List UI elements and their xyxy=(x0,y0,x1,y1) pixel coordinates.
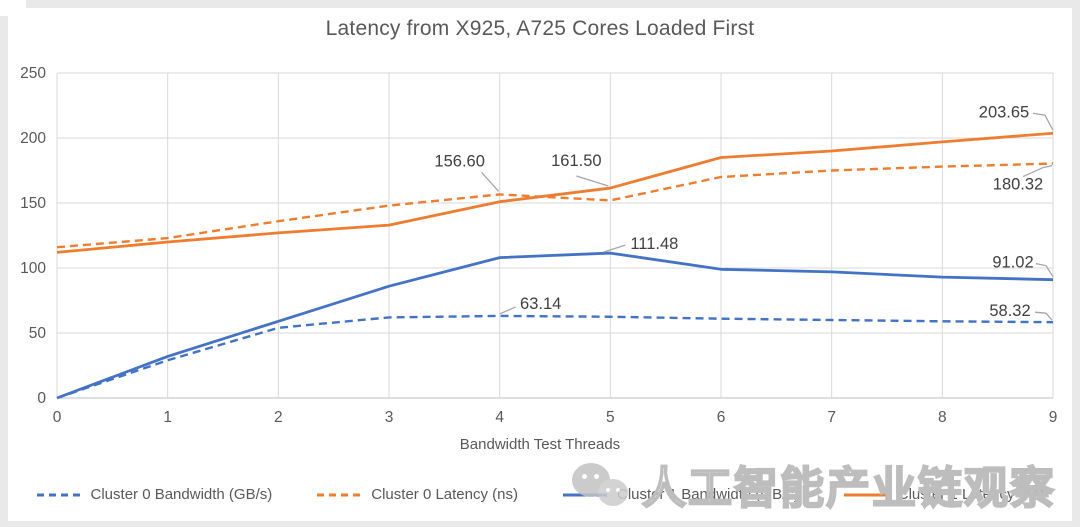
label-leader-line xyxy=(1032,112,1054,131)
chart-area: Latency from X925, A725 Cores Loaded Fir… xyxy=(8,8,1072,521)
series-line-1 xyxy=(56,162,1054,249)
x-tick-label: 4 xyxy=(495,409,504,426)
label-leader-line xyxy=(603,244,626,253)
data-label: 156.60 xyxy=(434,152,484,170)
data-label: 161.50 xyxy=(551,152,601,170)
x-tick-label: 3 xyxy=(385,409,394,426)
legend-label: Cluster 0 Bandwidth (GB/s) xyxy=(90,486,273,503)
x-tick-label: 1 xyxy=(163,409,172,426)
label-leader-line xyxy=(499,306,516,315)
chart-plot: 0 50 100 150 200 250 0 1 2 3 4 5 6 7 8 9 156.60 161.50 111… xyxy=(20,65,1058,426)
x-tick-label: 5 xyxy=(606,409,615,426)
label-leader-line xyxy=(576,175,609,187)
label-leader-line xyxy=(481,171,500,192)
legend-item-3: Cluster 1 Latency (ns) xyxy=(843,486,1045,503)
legend-label: Cluster 1 Bandwidth (GB/s) xyxy=(617,486,799,503)
solid-line-swatch xyxy=(843,493,888,496)
data-label: 111.48 xyxy=(630,235,678,253)
y-tick-label: 0 xyxy=(37,390,46,407)
chart-legend: Cluster 0 Bandwidth (GB/s) Cluster 0 Late… xyxy=(8,486,1072,503)
data-label: 63.14 xyxy=(520,295,561,313)
dashed-line-swatch xyxy=(317,493,362,496)
y-tick-label: 250 xyxy=(20,65,46,82)
x-tick-label: 6 xyxy=(717,409,726,426)
legend-item-2: Cluster 1 Bandwidth (GB/s) xyxy=(562,486,799,503)
legend-item-0: Cluster 0 Bandwidth (GB/s) xyxy=(36,486,273,503)
data-label: 58.32 xyxy=(989,302,1030,320)
chart-title: Latency from X925, A725 Cores Loaded Fir… xyxy=(325,17,755,40)
data-label: 203.65 xyxy=(979,103,1029,121)
dashed-line-swatch xyxy=(36,493,81,496)
y-tick-label: 100 xyxy=(20,260,46,277)
label-leader-line xyxy=(1022,164,1053,178)
data-label: 180.32 xyxy=(993,176,1043,194)
x-axis-title: Bandwidth Test Threads xyxy=(459,436,621,453)
corner-artifact xyxy=(0,0,26,16)
legend-item-1: Cluster 0 Latency (ns) xyxy=(316,486,518,503)
series-line-3 xyxy=(56,131,1054,254)
x-tick-label: 2 xyxy=(274,409,283,426)
label-leader-line xyxy=(1034,311,1053,321)
y-tick-label: 200 xyxy=(20,130,46,147)
series-line-0 xyxy=(56,314,1054,400)
y-tick-label: 150 xyxy=(20,195,46,212)
legend-label: Cluster 1 Latency (ns) xyxy=(897,486,1045,503)
solid-line-swatch xyxy=(563,493,607,496)
y-tick-label: 50 xyxy=(29,325,47,342)
x-tick-label: 9 xyxy=(1049,409,1058,426)
legend-label: Cluster 0 Latency (ns) xyxy=(371,486,518,503)
x-tick-label: 8 xyxy=(938,409,947,426)
series-line-2 xyxy=(56,251,1054,400)
x-tick-label: 0 xyxy=(53,409,62,426)
x-tick-label: 7 xyxy=(827,409,836,426)
data-label: 91.02 xyxy=(992,254,1033,272)
label-leader-line xyxy=(1035,263,1054,278)
